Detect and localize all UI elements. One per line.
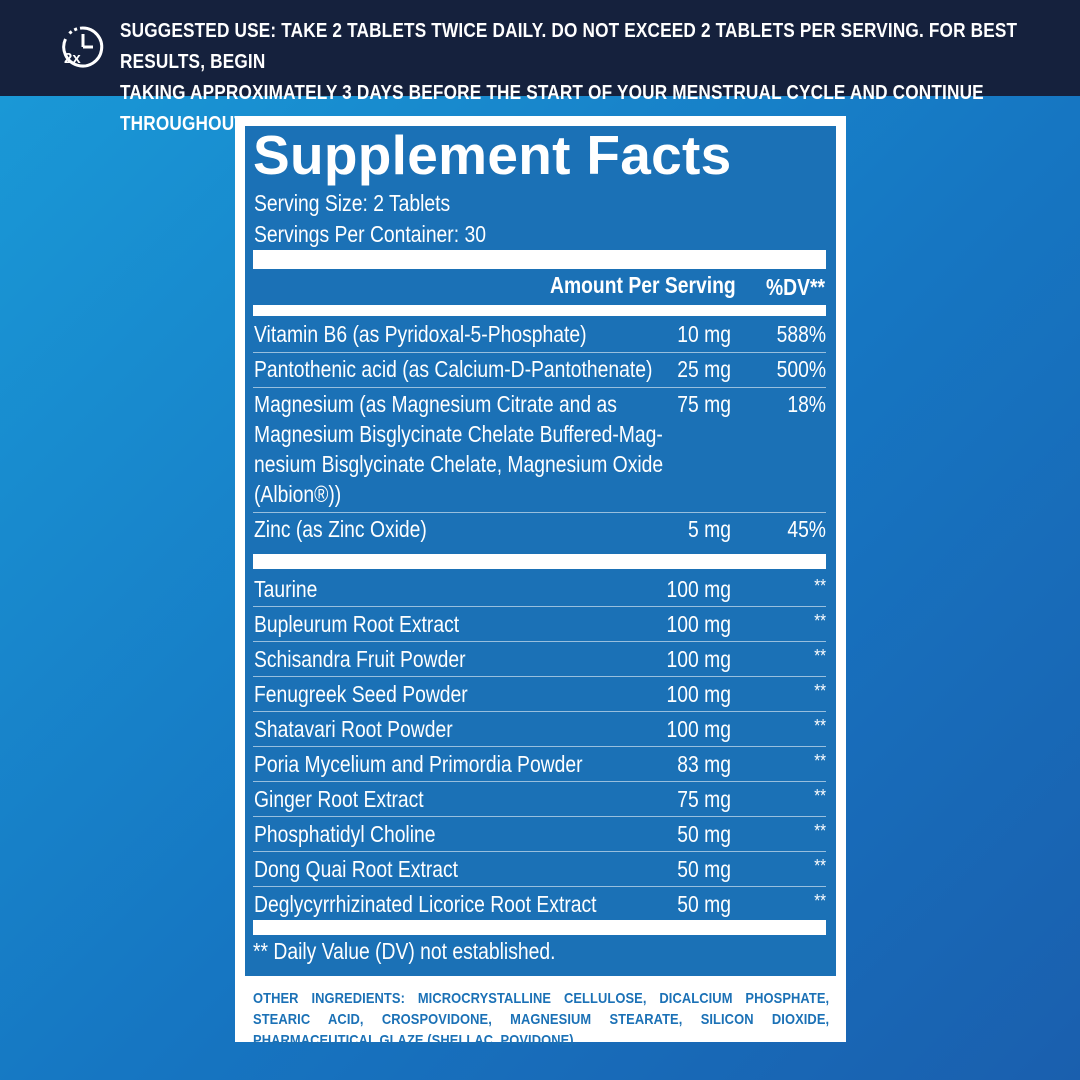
ingredient-amount: 75 mg xyxy=(677,786,731,812)
ingredient-name: Dong Quai Root Extract xyxy=(254,856,459,882)
row-divider xyxy=(253,606,826,607)
bottom-divider xyxy=(253,920,826,935)
ingredient-dv: ** xyxy=(814,856,826,876)
row-divider xyxy=(253,886,826,887)
nutrient-amount: 25 mg xyxy=(677,356,731,382)
row-divider xyxy=(253,512,826,513)
ingredient-amount: 50 mg xyxy=(677,856,731,882)
row-divider xyxy=(253,711,826,712)
ingredient-name: Ginger Root Extract xyxy=(254,786,424,812)
suggested-use-line-2: TAKING APPROXIMATELY 3 DAYS BEFORE THE S… xyxy=(120,82,984,135)
section-divider xyxy=(253,554,826,569)
nutrient-name: Zinc (as Zinc Oxide) xyxy=(254,516,427,542)
ingredient-name: Deglycyrrhizinated Licorice Root Extract xyxy=(254,891,597,917)
other-ingredients: OTHER INGREDIENTS: MICROCRYSTALLINE CELL… xyxy=(253,990,830,1049)
row-divider xyxy=(253,676,826,677)
suggested-use-banner: 2x SUGGESTED USE: TAKE 2 TABLETS TWICE D… xyxy=(0,0,1080,135)
nutrient-name: nesium Bisglycinate Chelate, Magnesium O… xyxy=(254,451,664,477)
row-divider xyxy=(253,816,826,817)
ingredient-dv: ** xyxy=(814,891,826,911)
nutrient-name: Magnesium (as Magnesium Citrate and as xyxy=(254,391,617,417)
ingredient-dv: ** xyxy=(814,751,826,771)
nutrient-name: Vitamin B6 (as Pyridoxal-5-Phosphate) xyxy=(254,321,587,347)
row-divider xyxy=(253,851,826,852)
ingredient-amount: 100 mg xyxy=(666,576,731,602)
ingredient-amount: 100 mg xyxy=(666,716,731,742)
ingredient-name: Schisandra Fruit Powder xyxy=(254,646,466,672)
2x-clock-icon: 2x xyxy=(62,26,104,68)
ingredient-name: Fenugreek Seed Powder xyxy=(254,681,468,707)
ingredient-dv: ** xyxy=(814,681,826,701)
row-divider xyxy=(253,746,826,747)
nutrient-amount: 75 mg xyxy=(677,391,731,417)
nutrient-dv: 18% xyxy=(787,391,826,417)
ingredient-dv: ** xyxy=(814,576,826,596)
row-divider xyxy=(253,352,826,353)
ingredient-amount: 100 mg xyxy=(666,681,731,707)
nutrient-dv: 500% xyxy=(776,356,826,382)
ingredient-dv: ** xyxy=(814,716,826,736)
suggested-use-text: SUGGESTED USE: TAKE 2 TABLETS TWICE DAIL… xyxy=(120,16,1025,140)
ingredient-name: Phosphatidyl Choline xyxy=(254,821,436,847)
row-divider xyxy=(253,641,826,642)
medium-divider xyxy=(253,305,826,316)
ingredient-name: Bupleurum Root Extract xyxy=(254,611,460,637)
ingredient-name: Taurine xyxy=(254,576,318,602)
row-divider xyxy=(253,387,826,388)
ingredient-name: Shatavari Root Powder xyxy=(254,716,453,742)
nutrient-dv: 588% xyxy=(776,321,826,347)
servings-per-container: Servings Per Container: 30 xyxy=(254,221,486,247)
serving-size: Serving Size: 2 Tablets xyxy=(254,190,451,216)
ingredient-dv: ** xyxy=(814,646,826,666)
suggested-use-line-1: SUGGESTED USE: TAKE 2 TABLETS TWICE DAIL… xyxy=(120,20,1018,73)
amount-per-serving-header: Amount Per Serving xyxy=(550,272,736,298)
supplement-facts-box: Supplement Facts Serving Size: 2 Tablets… xyxy=(245,124,836,976)
ingredient-dv: ** xyxy=(814,821,826,841)
nutrient-name: Pantothenic acid (as Calcium-D-Pantothen… xyxy=(254,356,653,382)
ingredient-amount: 83 mg xyxy=(677,751,731,777)
nutrient-amount: 5 mg xyxy=(688,516,731,542)
nutrient-amount: 10 mg xyxy=(677,321,731,347)
ingredient-dv: ** xyxy=(814,611,826,631)
nutrient-name: (Albion®)) xyxy=(254,481,342,507)
ingredient-amount: 50 mg xyxy=(677,891,731,917)
thick-divider xyxy=(253,250,826,269)
2x-label: 2x xyxy=(64,50,81,67)
ingredient-amount: 50 mg xyxy=(677,821,731,847)
nutrient-dv: 45% xyxy=(787,516,826,542)
ingredient-amount: 100 mg xyxy=(666,611,731,637)
dv-footnote: ** Daily Value (DV) not established. xyxy=(253,938,556,964)
ingredient-name: Poria Mycelium and Primordia Powder xyxy=(254,751,583,777)
dv-header: %DV** xyxy=(766,274,826,300)
ingredient-amount: 100 mg xyxy=(666,646,731,672)
facts-title: Supplement Facts xyxy=(253,124,732,186)
nutrient-name: Magnesium Bisglycinate Chelate Buffered-… xyxy=(254,421,663,447)
ingredient-dv: ** xyxy=(814,786,826,806)
row-divider xyxy=(253,781,826,782)
